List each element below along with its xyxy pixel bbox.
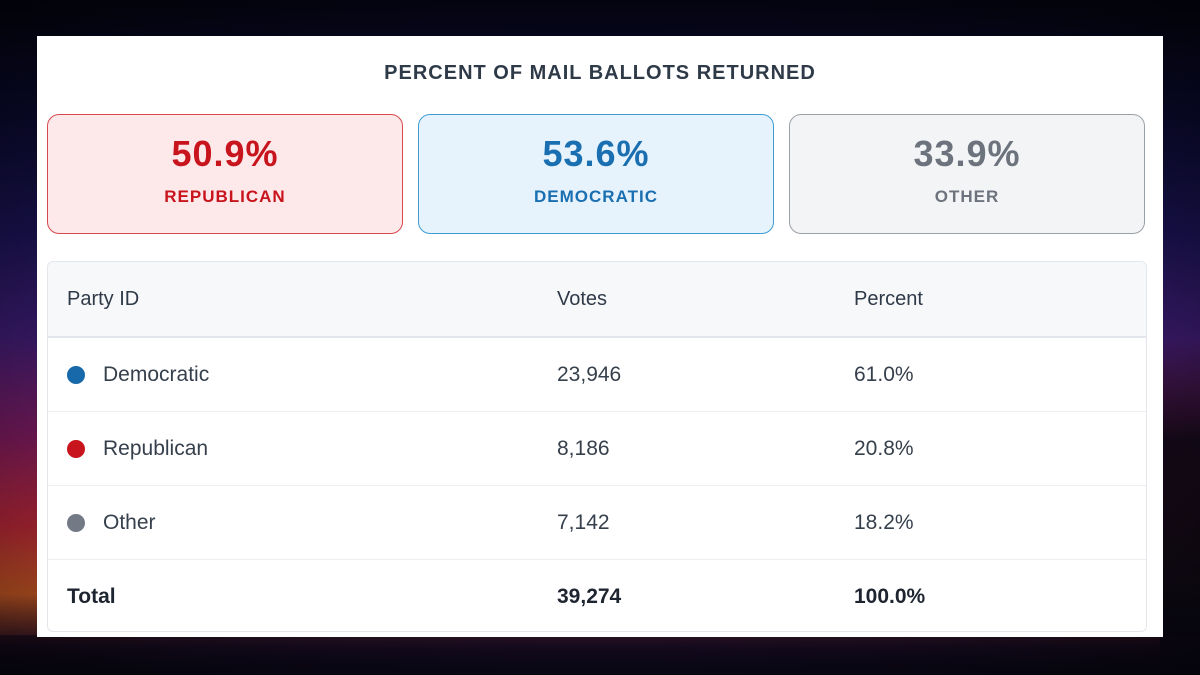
stat-other-value: 33.9% bbox=[913, 133, 1021, 174]
stat-other-label: OTHER bbox=[934, 187, 1000, 206]
table-row: Democratic 23,946 61.0% bbox=[48, 338, 1146, 412]
ballots-card: PERCENT OF MAIL BALLOTS RETURNED 50.9% R… bbox=[37, 36, 1163, 637]
stat-democratic-label: DEMOCRATIC bbox=[534, 187, 658, 206]
stat-republican-value: 50.9% bbox=[171, 133, 279, 174]
total-votes: 39,274 bbox=[557, 584, 622, 608]
card-title: PERCENT OF MAIL BALLOTS RETURNED bbox=[384, 62, 816, 84]
row-votes: 8,186 bbox=[557, 436, 610, 460]
row-votes: 7,142 bbox=[557, 510, 610, 534]
table-row: Republican 8,186 20.8% bbox=[48, 412, 1146, 486]
background-horizon bbox=[0, 635, 1200, 675]
background-silhouette bbox=[1160, 340, 1200, 675]
total-percent: 100.0% bbox=[854, 584, 926, 608]
row-percent: 20.8% bbox=[854, 436, 914, 460]
row-party-label: Other bbox=[103, 510, 156, 534]
row-votes: 23,946 bbox=[557, 362, 622, 386]
column-header-percent: Percent bbox=[854, 287, 923, 310]
table-header-row: Party ID Votes Percent bbox=[48, 262, 1146, 338]
republican-dot-icon bbox=[67, 439, 85, 458]
stat-republican-label: REPUBLICAN bbox=[164, 187, 286, 206]
row-percent: 61.0% bbox=[854, 362, 914, 386]
total-label: Total bbox=[67, 584, 116, 608]
row-percent: 18.2% bbox=[854, 510, 914, 534]
column-header-votes: Votes bbox=[557, 287, 608, 310]
table-total-row: Total 39,274 100.0% bbox=[48, 560, 1146, 631]
party-table: Party ID Votes Percent Democratic 23,946… bbox=[47, 261, 1147, 632]
democratic-dot-icon bbox=[67, 365, 85, 384]
other-dot-icon bbox=[67, 513, 85, 532]
table-row: Other 7,142 18.2% bbox=[48, 486, 1146, 560]
stat-democratic: 53.6% DEMOCRATIC bbox=[418, 114, 774, 234]
column-header-party: Party ID bbox=[67, 287, 140, 310]
stat-democratic-value: 53.6% bbox=[542, 133, 650, 174]
row-party-label: Democratic bbox=[103, 362, 210, 386]
stat-republican: 50.9% REPUBLICAN bbox=[47, 114, 403, 234]
row-party-label: Republican bbox=[103, 436, 209, 460]
stat-other: 33.9% OTHER bbox=[789, 114, 1145, 234]
